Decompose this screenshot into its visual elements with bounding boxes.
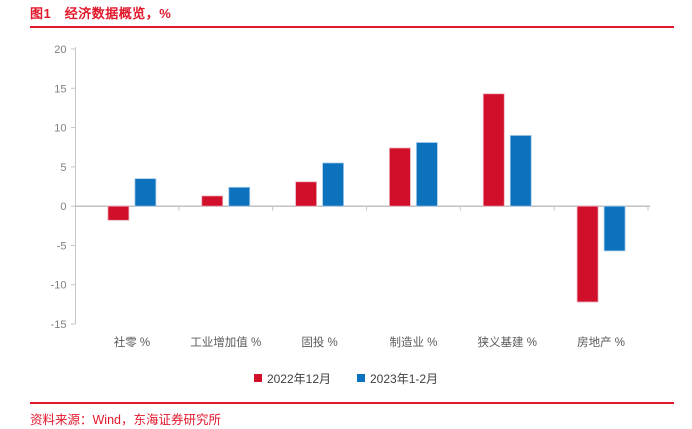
bar-blue-4 bbox=[416, 142, 438, 207]
category-label: 狭义基建 % bbox=[478, 335, 537, 349]
y-tick-label: -5 bbox=[57, 240, 67, 252]
bar-red-1 bbox=[107, 205, 130, 221]
source-note: 资料来源：Wind，东海证券研究所 bbox=[30, 413, 221, 427]
legend-item-dec-2022: 2022年12月 bbox=[253, 370, 331, 387]
legend-label: 2023年1-2月 bbox=[370, 371, 439, 386]
category-label: 制造业 % bbox=[389, 335, 437, 349]
y-tick-label: -15 bbox=[51, 319, 67, 331]
bar-red-6 bbox=[576, 205, 599, 303]
bar-chart-canvas: 20 15 10 5 0 -5 -10 -15 社零 % 工业增加值 % 固投 % 制造业 % 狭义基建… bbox=[51, 44, 650, 349]
figure-title: 图1 经济数据概览，% bbox=[30, 6, 172, 21]
bar-red-2 bbox=[201, 195, 224, 207]
category-label: 社零 % bbox=[114, 335, 150, 349]
bar-blue-6 bbox=[603, 205, 626, 252]
legend-label: 2022年12月 bbox=[266, 371, 331, 386]
bar-blue-3 bbox=[322, 162, 344, 207]
legend-item-janfeb-2023: 2023年1-2月 bbox=[357, 370, 438, 387]
legend-swatch-red bbox=[253, 374, 262, 382]
bar-red-5 bbox=[482, 93, 505, 207]
source-footer: 资料来源：Wind，东海证券研究所 bbox=[30, 402, 674, 429]
chart-legend: 2022年12月 2023年1-2月 bbox=[0, 370, 692, 386]
bar-red-4 bbox=[389, 147, 411, 207]
category-label: 固投 % bbox=[301, 335, 337, 349]
bar-blue-2 bbox=[228, 186, 251, 207]
category-label: 工业增加值 % bbox=[190, 335, 261, 349]
bar-red-3 bbox=[295, 181, 317, 207]
y-tick-label: -10 bbox=[51, 280, 67, 292]
y-tick-label: 0 bbox=[60, 201, 66, 213]
legend-swatch-blue bbox=[357, 374, 365, 382]
y-tick-label: 20 bbox=[54, 44, 66, 56]
figure-header: 图1 经济数据概览，% bbox=[30, 0, 674, 28]
bar-blue-5 bbox=[509, 135, 532, 207]
y-tick-label: 5 bbox=[60, 162, 66, 174]
bar-blue-1 bbox=[134, 178, 157, 207]
y-tick-label: 10 bbox=[54, 123, 66, 135]
bar-chart: 20 15 10 5 0 -5 -10 -15 社零 % 工业增加值 % 固投 % 制造业 % 狭义基建… bbox=[0, 28, 692, 364]
y-tick-label: 15 bbox=[54, 83, 66, 95]
category-label: 房地产 % bbox=[577, 335, 625, 349]
